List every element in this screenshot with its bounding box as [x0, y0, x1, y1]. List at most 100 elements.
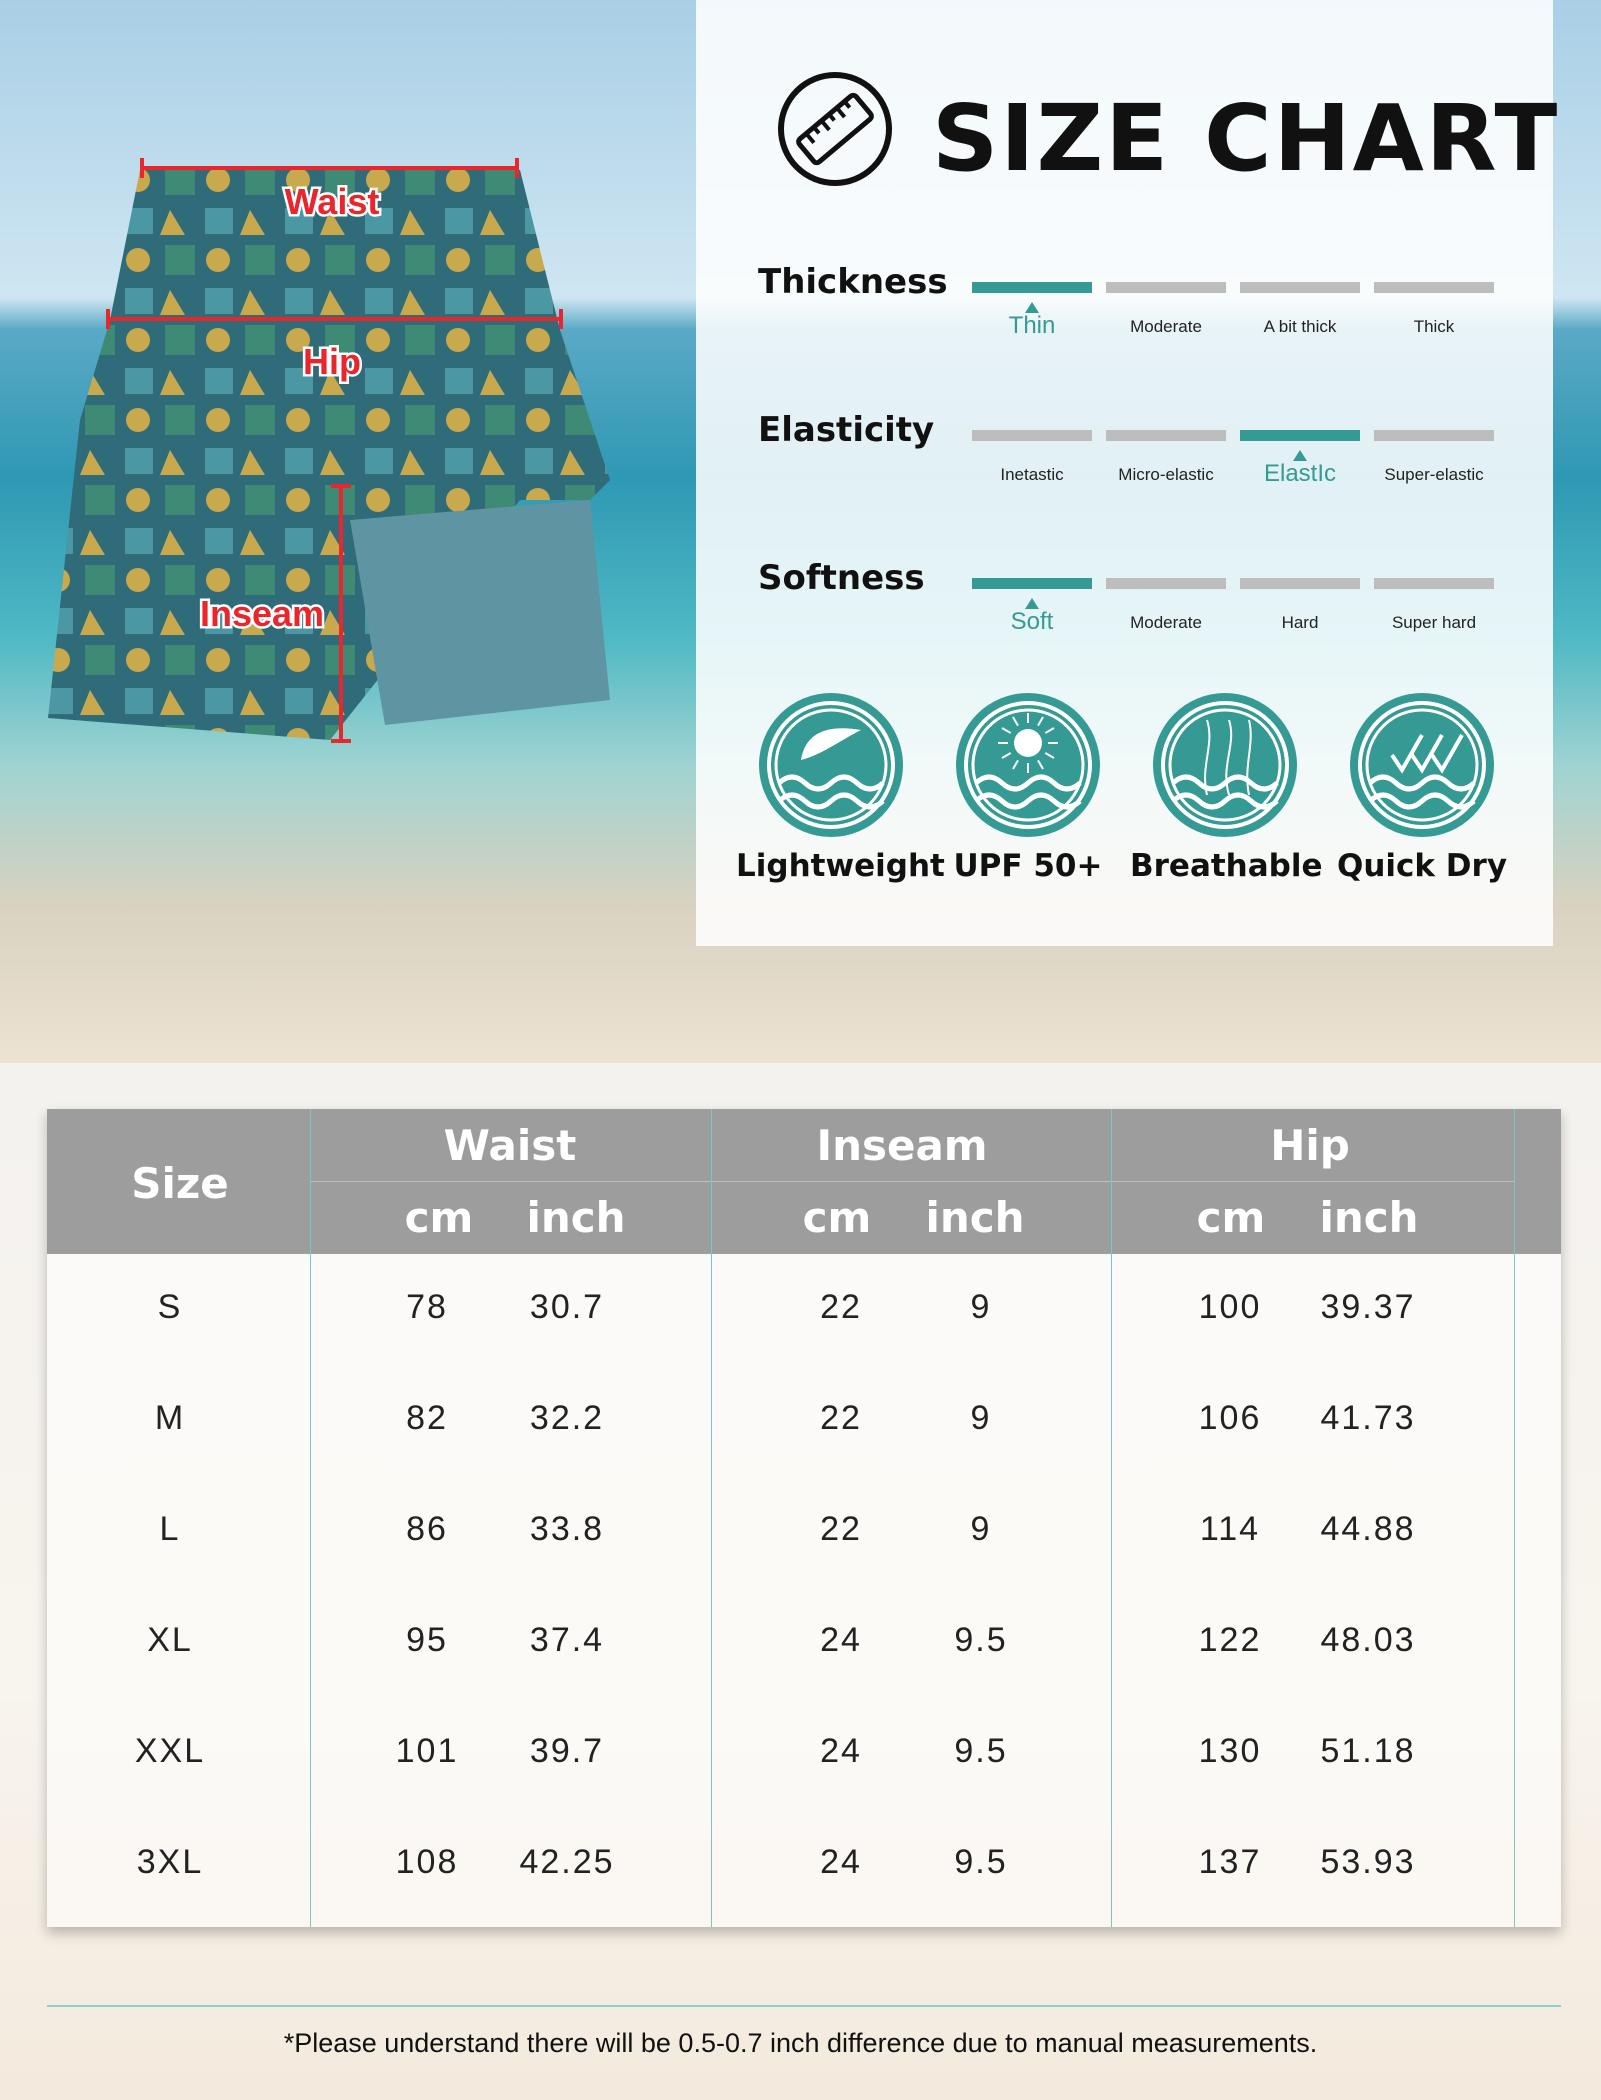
level-option: Inetastic	[1000, 465, 1064, 484]
table-cell: 86	[406, 1510, 448, 1548]
table-cell: 24	[820, 1621, 862, 1659]
size-header: Size	[131, 1159, 229, 1208]
selected-indicator-icon	[1293, 450, 1307, 461]
ruler-icon	[778, 72, 892, 186]
table-cell: 33.8	[529, 1510, 605, 1548]
level-option: Soft	[1010, 608, 1054, 635]
level-option: Moderate	[1130, 317, 1202, 336]
header-inseam: Inseam	[816, 1121, 988, 1170]
attribute-label-thickness: Thickness	[758, 262, 948, 302]
level-option: Micro-elastic	[1118, 465, 1214, 484]
table-cell: 122	[1198, 1621, 1262, 1659]
table-cell: 22	[820, 1288, 862, 1326]
size-table: Size Waist cm inch Inseam cm inch Hip cm inch S 78…	[47, 1109, 1561, 1927]
quick-dry-arrows-icon	[1350, 693, 1494, 837]
table-cell: 53.93	[1320, 1843, 1416, 1881]
level-bar	[972, 578, 1092, 589]
unit-header-cm: cm	[1196, 1193, 1266, 1242]
column-divider	[711, 1109, 712, 1927]
table-cell: 32.2	[529, 1399, 605, 1437]
selected-indicator-icon	[1025, 598, 1039, 609]
table-cell: 22	[820, 1399, 862, 1437]
attribute-label-elasticity: Elasticity	[758, 410, 935, 450]
table-cell: 41.73	[1320, 1399, 1416, 1437]
unit-header-cm: cm	[404, 1193, 474, 1242]
table-cell: 114	[1199, 1510, 1261, 1548]
feature-label: Breathable	[1130, 848, 1323, 884]
table-cell: 82	[406, 1399, 448, 1437]
sun-icon	[956, 693, 1100, 837]
airflow-icon	[1153, 693, 1297, 837]
level-bar	[1374, 430, 1494, 441]
table-cell: M	[154, 1399, 186, 1437]
feature-label: UPF 50+	[953, 848, 1103, 884]
table-cell: XXL	[134, 1732, 206, 1770]
table-cell: 9	[970, 1399, 992, 1437]
unit-header-inch: inch	[526, 1193, 626, 1242]
header-waist: Waist	[443, 1121, 577, 1170]
selected-indicator-icon	[1025, 302, 1039, 313]
level-bar	[972, 282, 1092, 293]
table-cell: 78	[406, 1288, 448, 1326]
column-divider	[1514, 1109, 1515, 1927]
feature-label: Lightweight	[736, 848, 945, 884]
unit-header-cm: cm	[802, 1193, 872, 1242]
table-cell: 42.25	[519, 1843, 615, 1881]
table-cell: 9.5	[954, 1621, 1008, 1659]
unit-header-inch: inch	[1319, 1193, 1419, 1242]
level-option: Thick	[1413, 317, 1455, 336]
feather-icon	[759, 693, 903, 837]
level-bar	[1240, 430, 1360, 441]
attribute-label-softness: Softness	[758, 558, 925, 598]
table-cell: 3XL	[136, 1843, 204, 1881]
table-cell: 39.7	[529, 1732, 605, 1770]
table-cell: 44.88	[1320, 1510, 1416, 1548]
table-cell: 22	[820, 1510, 862, 1548]
page-title: SIZE CHART	[932, 85, 1560, 192]
table-cell: 48.03	[1320, 1621, 1416, 1659]
table-cell: 24	[820, 1732, 862, 1770]
level-bar	[972, 430, 1092, 441]
level-bar	[1106, 430, 1226, 441]
header-divider	[310, 1181, 1515, 1182]
shorts-image: Waist Hip Inseam	[48, 158, 610, 743]
column-divider	[1111, 1109, 1112, 1927]
table-cell: 24	[820, 1843, 862, 1881]
level-bar	[1240, 282, 1360, 293]
table-cell: 30.7	[529, 1288, 605, 1326]
hip-label: Hip	[303, 341, 361, 382]
divider	[47, 2005, 1561, 2007]
table-cell: 37.4	[529, 1621, 605, 1659]
level-option: Super-elastic	[1384, 465, 1484, 484]
level-bar	[1374, 578, 1494, 589]
table-cell: 39.37	[1320, 1288, 1416, 1326]
level-option: Hard	[1281, 613, 1319, 632]
level-option: Super hard	[1391, 613, 1477, 632]
level-option: A bit thick	[1263, 317, 1337, 336]
level-bar	[1374, 282, 1494, 293]
table-cell: 9	[970, 1510, 992, 1548]
table-cell: S	[157, 1288, 183, 1326]
level-bar	[1240, 578, 1360, 589]
level-bar	[1106, 578, 1226, 589]
level-option: ElastIc	[1263, 460, 1337, 487]
measurement-note: *Please understand there will be 0.5-0.7…	[283, 2028, 1318, 2058]
table-cell: L	[159, 1510, 181, 1548]
feature-label: Quick Dry	[1336, 848, 1508, 884]
table-cell: 106	[1198, 1399, 1262, 1437]
level-option: Moderate	[1130, 613, 1202, 632]
unit-header-inch: inch	[925, 1193, 1025, 1242]
level-option: Thin	[1008, 312, 1056, 339]
table-cell: 95	[406, 1621, 448, 1659]
table-cell: 100	[1198, 1288, 1262, 1326]
table-cell: XL	[147, 1621, 193, 1659]
header-hip: Hip	[1270, 1121, 1350, 1170]
table-cell: 51.18	[1320, 1732, 1416, 1770]
table-cell: 9.5	[954, 1732, 1008, 1770]
column-divider	[310, 1109, 311, 1927]
level-bar	[1106, 282, 1226, 293]
table-cell: 9.5	[954, 1843, 1008, 1881]
table-cell: 137	[1198, 1843, 1262, 1881]
table-cell: 130	[1198, 1732, 1262, 1770]
table-cell: 101	[395, 1732, 459, 1770]
